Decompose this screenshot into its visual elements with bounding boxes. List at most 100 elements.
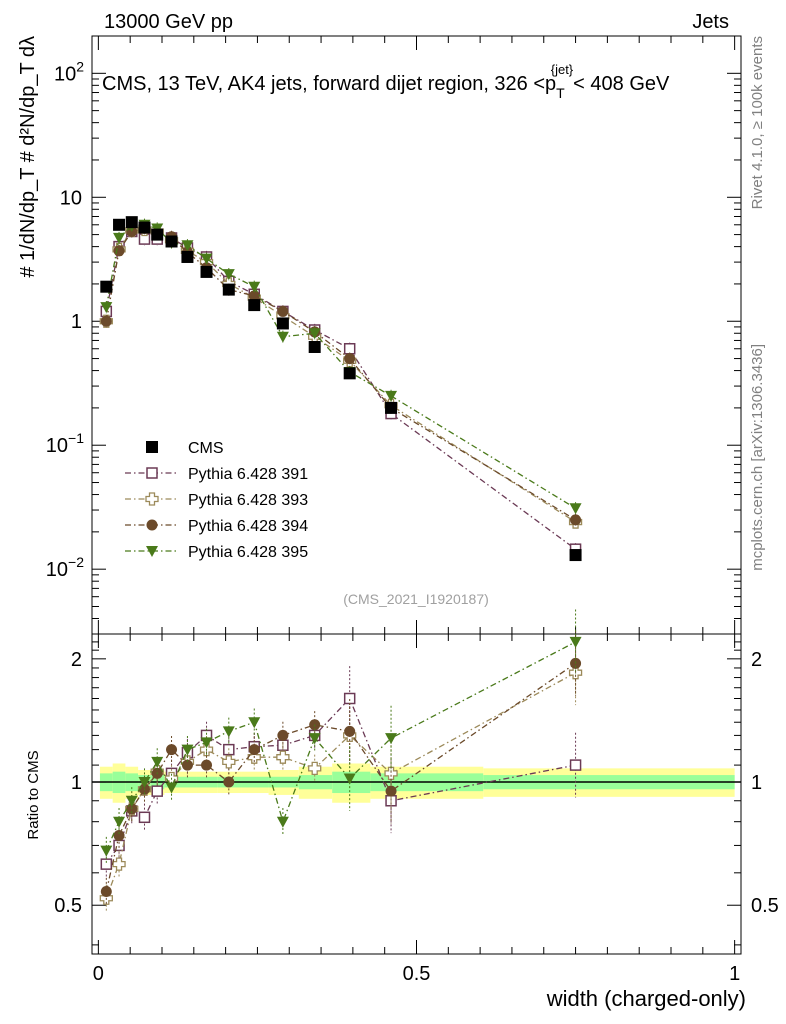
- chart-title: CMS, 13 TeV, AK4 jets, forward dijet reg…: [102, 62, 670, 101]
- series-point: [248, 717, 261, 729]
- legend-marker: [145, 492, 159, 506]
- series-point: [384, 766, 398, 781]
- series-line-main: [105, 224, 576, 509]
- data-point-cms: [248, 299, 261, 312]
- series-point: [181, 744, 194, 756]
- chart-title-sub: T: [556, 85, 565, 101]
- series-point: [276, 750, 290, 764]
- series-point: [165, 782, 178, 794]
- series-line-main: [105, 228, 576, 523]
- y-tick-label: 1: [71, 772, 82, 794]
- series-point: [166, 744, 178, 756]
- y-tick-label: 0.5: [54, 895, 82, 917]
- data-point-cms: [100, 280, 113, 293]
- series-line-ratio: [105, 641, 576, 851]
- series-point: [308, 328, 321, 340]
- series-point: [181, 240, 194, 252]
- series-point: [100, 845, 113, 857]
- series-point: [343, 773, 356, 785]
- series-point: [277, 305, 289, 317]
- series-point: [276, 331, 289, 343]
- side-label-mcplots: mcplots.cern.ch [arXiv:1306.3436]: [749, 344, 766, 571]
- series-point: [344, 725, 356, 737]
- legend-marker: [146, 467, 158, 479]
- series-point: [138, 777, 151, 789]
- series-point: [100, 858, 113, 870]
- x-axis-label: width (charged-only): [546, 986, 746, 1011]
- series-point: [385, 733, 398, 745]
- side-label-rivet: Rivet 4.1.0, ≥ 100k events: [749, 36, 766, 209]
- series-point: [308, 733, 321, 745]
- series-point: [100, 302, 113, 314]
- series-point: [100, 886, 112, 898]
- series-point: [570, 514, 582, 526]
- series-line-ratio: [105, 662, 576, 892]
- legend-label: CMS: [188, 440, 224, 457]
- data-point-cms: [200, 265, 213, 278]
- chart-title-main: CMS, 13 TeV, AK4 jets, forward dijet reg…: [102, 73, 556, 95]
- series-point: [343, 343, 356, 355]
- series-point: [201, 759, 213, 771]
- y-tick-label: 0.5: [751, 895, 779, 917]
- series-point: [569, 503, 582, 515]
- series-point: [151, 756, 164, 768]
- y-axis-label-main: # 1/dN/dp_T # d²N/dp_T dλ: [17, 36, 39, 278]
- series-point: [222, 755, 236, 769]
- legend-marker: [146, 519, 158, 531]
- y-tick-label: 10: [60, 187, 82, 209]
- legend: CMS Pythia 6.428 391 Pythia 6.428 393 Pythi…: [125, 440, 308, 561]
- series-point: [112, 857, 126, 871]
- data-point-cms: [181, 250, 194, 263]
- series-point: [344, 353, 356, 365]
- data-point-cms: [222, 283, 235, 296]
- series-point: [248, 281, 261, 293]
- y-tick-label: 10−2: [46, 554, 84, 581]
- data-point-cms: [165, 235, 178, 248]
- header-left: 13000 GeV pp: [104, 11, 233, 33]
- x-tick-label: 0.5: [403, 963, 431, 985]
- y-tick-label: 2: [751, 649, 762, 671]
- series-point: [151, 785, 163, 797]
- series-point: [248, 290, 260, 302]
- series-point: [100, 315, 112, 327]
- main-plot: 102 10 1 10−1 10−2: [46, 35, 742, 635]
- data-point-cms: [385, 401, 398, 414]
- legend-marker: [146, 441, 158, 453]
- legend-label: Pythia 6.428 391: [188, 466, 308, 483]
- y-axis-label-ratio: Ratio to CMS: [25, 750, 42, 839]
- series-point: [308, 761, 322, 776]
- series-point: [569, 759, 582, 771]
- data-point-cms: [343, 367, 356, 380]
- series-line-main: [105, 227, 576, 521]
- data-point-cms: [138, 221, 151, 234]
- y-tick-label: 1: [751, 772, 762, 794]
- series-point: [385, 390, 398, 402]
- data-point-cms: [113, 218, 126, 231]
- y-tick-label: 1: [71, 311, 82, 333]
- series-point: [277, 729, 289, 741]
- series-point: [223, 776, 235, 788]
- series-point: [125, 795, 138, 807]
- series-point: [222, 269, 235, 281]
- series-point: [113, 830, 125, 842]
- series-point: [248, 744, 260, 756]
- data-point-cms: [569, 549, 582, 562]
- legend-label: Pythia 6.428 393: [188, 492, 308, 509]
- ratio-plot: 0 0.5 1 2 2 1 1 0.5 0.5: [54, 36, 779, 985]
- data-point-cms: [125, 216, 138, 229]
- series-point: [181, 759, 193, 771]
- series-point: [200, 737, 213, 749]
- x-tick-label: 1: [729, 963, 740, 985]
- chart-title-end: < 408 GeV: [573, 73, 670, 95]
- legend-marker: [146, 546, 158, 557]
- x-tick-label: 0: [93, 963, 104, 985]
- y-tick-label: 10−1: [46, 430, 84, 457]
- y-tick-label: 2: [71, 649, 82, 671]
- series-point: [113, 245, 125, 257]
- series-point: [276, 816, 289, 828]
- series-point: [200, 253, 213, 265]
- series-line-main: [105, 230, 576, 550]
- series-point: [138, 811, 151, 824]
- header-right: Jets: [692, 11, 729, 33]
